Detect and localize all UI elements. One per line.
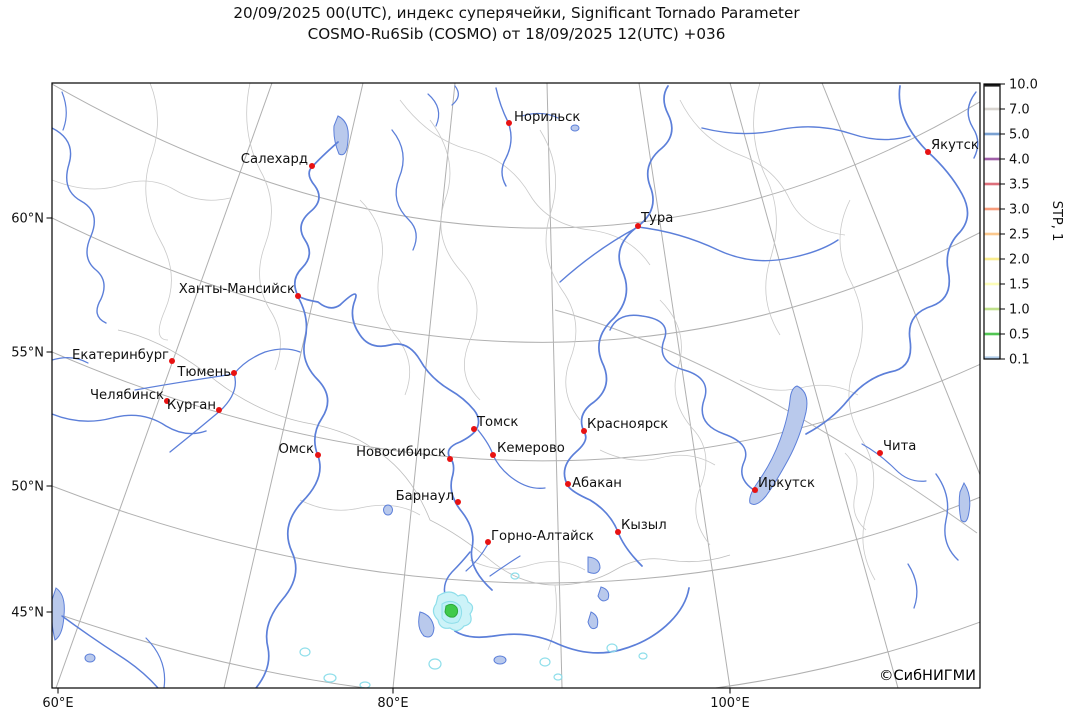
colorbar-tick-label: 2.5 <box>1009 228 1030 243</box>
river-irtysh <box>255 296 329 688</box>
river-ob <box>293 141 493 591</box>
city-label: Челябинск <box>90 387 164 403</box>
city-dot <box>925 149 931 155</box>
colorbar-level-line <box>984 356 1000 359</box>
city-label: Красноярск <box>587 417 668 432</box>
city-dot <box>752 487 758 493</box>
city-label: Курган <box>167 398 216 413</box>
city-dot <box>565 481 571 487</box>
colorbar-level-line <box>984 232 1000 236</box>
city-dot <box>295 293 301 299</box>
colorbar-level-line <box>984 132 1000 136</box>
admin-borders <box>52 83 876 651</box>
colorbar-tick-label: 1.5 <box>1009 278 1030 293</box>
stp-contours <box>299 572 648 688</box>
lat-tick-label: 60°N <box>11 212 44 227</box>
rivers <box>52 85 979 688</box>
city-dot <box>309 163 315 169</box>
colorbar-tick-label: 0.5 <box>1009 328 1030 343</box>
lon-tick-label: 60°E <box>42 696 73 711</box>
city-label: Омск <box>278 442 314 457</box>
colorbar-level-line <box>984 257 1000 261</box>
lake-baikal <box>749 385 808 505</box>
city-dot <box>231 370 237 376</box>
city-label: Новосибирск <box>356 444 446 460</box>
city-dot <box>164 398 170 404</box>
colorbar-level-line <box>984 182 1000 186</box>
title: 20/09/2025 00(UTC), индекс суперячейки, … <box>0 3 1033 45</box>
city-label: Норильск <box>514 110 580 125</box>
city-label: Тюмень <box>176 365 231 380</box>
city-dot <box>635 223 641 229</box>
city-dot <box>216 407 222 413</box>
city-label: Тура <box>640 211 673 226</box>
city-label: Абакан <box>572 475 622 491</box>
colorbar-tick-label: 0.1 <box>1009 353 1030 368</box>
city-label: Салехард <box>241 152 308 167</box>
lon-tick-label: 80°E <box>377 696 408 711</box>
city-dot <box>615 529 621 535</box>
river-vilyuy <box>701 126 911 141</box>
title-line-1: 20/09/2025 00(UTC), индекс суперячейки, … <box>233 4 800 22</box>
city-dot <box>581 428 587 434</box>
river-angara <box>609 314 758 493</box>
river-tunguska <box>559 226 839 283</box>
city-label: Томск <box>476 415 518 430</box>
colorbar-level-line <box>984 84 1000 87</box>
colorbar-tick-label: 10.0 <box>1009 78 1038 93</box>
colorbar-level-line <box>984 157 1000 161</box>
lat-tick-label: 45°N <box>11 606 44 621</box>
city-dot <box>471 426 477 432</box>
colorbar-tick-label: 2.0 <box>1009 253 1030 268</box>
cities-layer: Норильск Салехард Якутск Тура Ханты-Мансийск… <box>72 110 979 545</box>
city-label: Чита <box>883 439 916 454</box>
city-label: Кызыл <box>621 518 667 533</box>
colorbar-level-line <box>984 207 1000 211</box>
city-dot <box>315 452 321 458</box>
city-dot <box>490 452 496 458</box>
city-label: Кемерово <box>497 441 565 456</box>
stp-contour-05 <box>444 603 459 618</box>
city-label: Барнаул <box>396 489 454 504</box>
river-lena <box>805 85 969 435</box>
city-label: Екатеринбург <box>72 347 169 363</box>
colorbar-tick-label: 4.0 <box>1009 153 1030 168</box>
colorbar-axis-label: STP, 1 <box>1049 201 1064 242</box>
city-dot <box>506 120 512 126</box>
lon-tick-label: 100°E <box>710 696 750 711</box>
credit-text: ©СибНИГМИ <box>879 668 976 684</box>
city-label: Ханты-Мансийск <box>179 282 295 297</box>
city-label: Якутск <box>931 138 979 153</box>
river-black-irtysh <box>446 587 690 654</box>
map-frame <box>51 82 981 689</box>
city-dot <box>169 358 175 364</box>
city-label: Горно-Алтайск <box>491 529 594 544</box>
river-tom <box>477 429 546 489</box>
colorbar-tick-label: 5.0 <box>1009 128 1030 143</box>
axis-ticks: 60°N 55°N 50°N 45°N 60°E 80°E 100°E <box>11 212 750 712</box>
colorbar-level-line <box>984 332 1000 336</box>
colorbar-level-line <box>984 307 1000 311</box>
colorbar: 10.0 7.0 5.0 4.0 3.5 3.0 2.5 2.0 1.5 1.0 0.5 0.1 STP… <box>983 78 1064 368</box>
colorbar-tick-label: 1.0 <box>1009 303 1030 318</box>
colorbar-tick-label: 7.0 <box>1009 103 1030 118</box>
colorbar-level-line <box>984 282 1000 286</box>
river-yenisei <box>563 85 673 567</box>
city-dot <box>877 450 883 456</box>
city-label: Иркутск <box>758 476 815 491</box>
lat-tick-label: 55°N <box>11 346 44 361</box>
lakes <box>52 115 971 665</box>
city-dot <box>485 539 491 545</box>
colorbar-tick-label: 3.0 <box>1009 203 1030 218</box>
colorbar-tick-label: 3.5 <box>1009 178 1030 193</box>
city-dot <box>455 499 461 505</box>
lat-tick-label: 50°N <box>11 480 44 495</box>
city-dot <box>447 456 453 462</box>
colorbar-frame <box>983 83 1001 360</box>
colorbar-body <box>984 84 1000 359</box>
colorbar-level-line <box>984 107 1000 111</box>
title-line-2: COSMO-Ru6Sib (COSMO) от 18/09/2025 12(UT… <box>307 25 726 43</box>
